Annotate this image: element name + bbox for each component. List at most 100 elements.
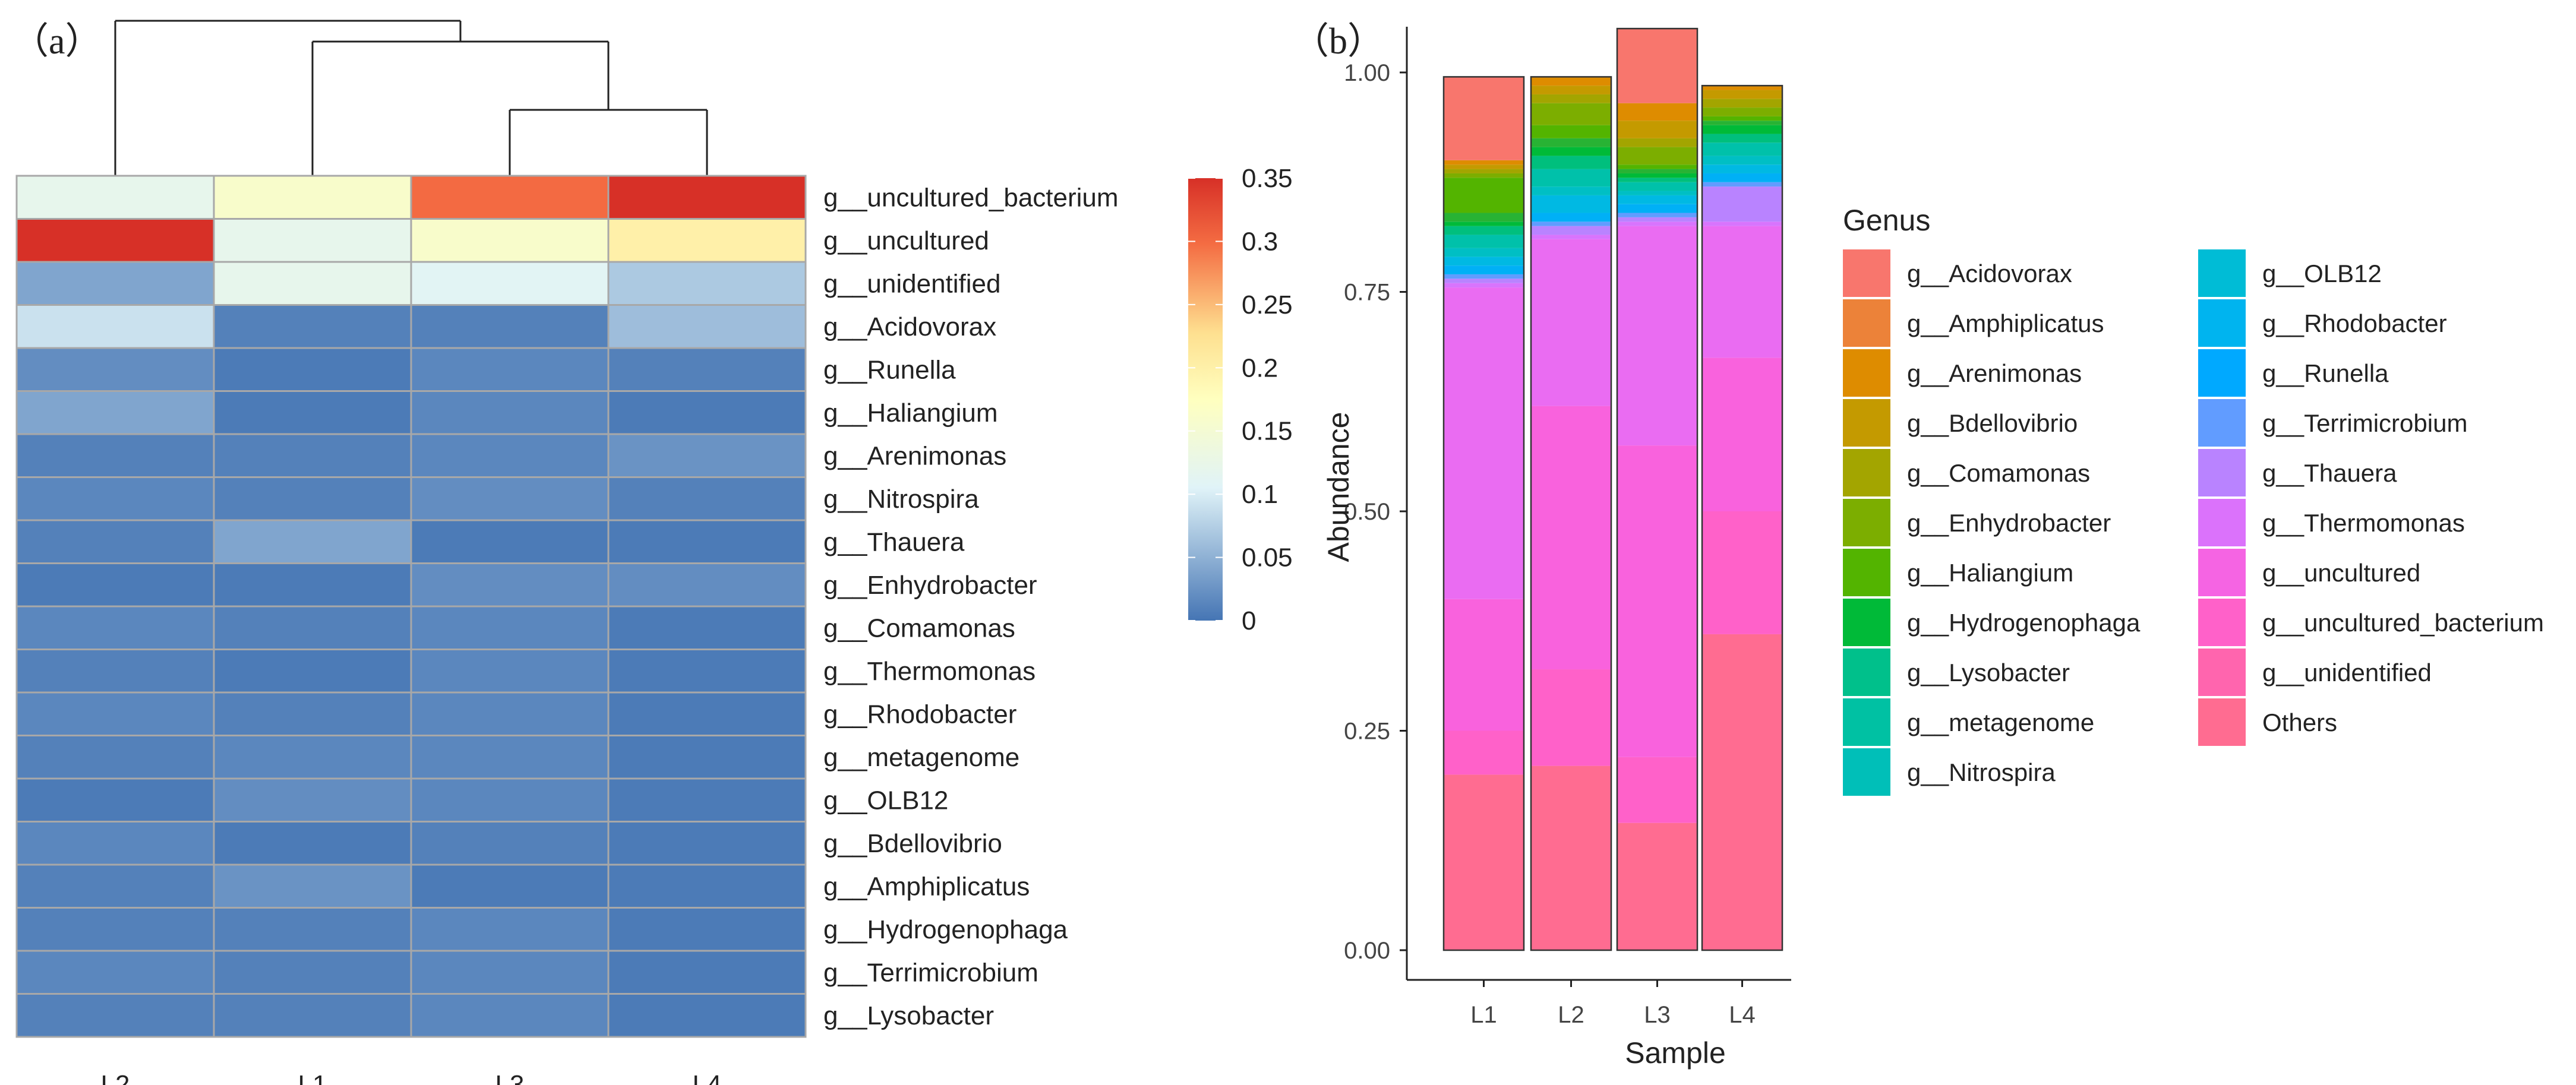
legend-key	[2198, 299, 2246, 347]
heatmap-row-label: g__OLB12	[823, 786, 948, 815]
heatmap-cell	[213, 519, 412, 564]
heatmap-cell	[410, 433, 610, 478]
legend-label: g__Terrimicrobium	[2262, 409, 2467, 437]
heatmap-cell	[213, 863, 412, 909]
heatmap-cell	[410, 476, 610, 521]
heatmap-cell	[410, 777, 610, 823]
bar-segment	[1702, 186, 1782, 222]
heatmap-cell	[213, 175, 412, 220]
bar-segment	[1531, 239, 1611, 406]
panel-b-label: （b）	[1292, 21, 1384, 62]
legend-label: g__Thermomonas	[2262, 509, 2465, 537]
y-tick-label: 0.50	[1344, 499, 1390, 525]
legend-key	[2198, 499, 2246, 546]
x-tick-label: L4	[1729, 1002, 1756, 1028]
heatmap-cell	[607, 175, 807, 220]
bar-segment	[1702, 222, 1782, 226]
bar-segment	[1702, 165, 1782, 173]
heatmap-row-label: g__Arenimonas	[823, 441, 1006, 470]
legend-label: g__Comamonas	[1907, 459, 2090, 487]
bar-segment	[1617, 195, 1697, 204]
colorbar-tick-label: 0.05	[1242, 543, 1293, 572]
bar-segment	[1444, 173, 1524, 178]
heatmap-cell	[15, 735, 215, 780]
heatmap-cell	[410, 347, 610, 392]
legend-label: g__Arenimonas	[1907, 359, 2082, 387]
panel-a-label: （a）	[12, 21, 102, 62]
bar-segment	[1702, 358, 1782, 511]
bar-segment	[1444, 178, 1524, 213]
bars	[1442, 27, 1783, 951]
heatmap-cell	[607, 777, 807, 823]
legend-label: g__Enhydrobacter	[1907, 509, 2111, 537]
legend-key	[2198, 599, 2246, 646]
heatmap-cell	[15, 304, 215, 349]
heatmap: L2 L1 L3 L4 g__uncultured_bacteriumg__uncul…	[15, 20, 1119, 1085]
bar-segment	[1444, 257, 1524, 266]
heatmap-cell	[213, 735, 412, 780]
bar-segment	[1531, 169, 1611, 187]
x-axis-ticks: L1 L2 L3 L4	[1470, 980, 1756, 1028]
bar-segment	[1617, 823, 1697, 950]
heatmap-cell	[213, 433, 412, 478]
legend-label: g__Nitrospira	[1907, 758, 2056, 786]
legend-key	[1843, 599, 1890, 646]
bar-segment	[1531, 669, 1611, 766]
heatmap-row-label: g__Lysobacter	[823, 1001, 994, 1030]
heatmap-cell	[410, 519, 610, 564]
heatmap-cell	[15, 649, 215, 694]
bar-segment	[1531, 213, 1611, 222]
bar-segment	[1444, 169, 1524, 173]
heatmap-cell	[213, 390, 412, 435]
legend-key	[2198, 698, 2246, 746]
heatmap-cell	[213, 649, 412, 694]
legend-key	[1843, 748, 1890, 796]
heatmap-cell	[15, 390, 215, 435]
legend-key	[2198, 349, 2246, 397]
heatmap-row-label: g__metagenome	[823, 743, 1019, 772]
legend-key	[1843, 449, 1890, 496]
legend-label: g__Thauera	[2262, 459, 2397, 487]
bar-segment	[1444, 265, 1524, 274]
heatmap-cell	[15, 777, 215, 823]
bar-segment	[1617, 226, 1697, 446]
colorbar-tick-label: 0	[1242, 606, 1256, 635]
bar-segment	[1702, 90, 1782, 99]
bar-segment	[1617, 445, 1697, 757]
heatmap-cell	[15, 218, 215, 263]
x-tick-label: L1	[1470, 1002, 1497, 1028]
bar-outline	[1530, 76, 1612, 951]
heatmap-row-label: g__Haliangium	[823, 398, 998, 428]
heatmap-cell	[15, 476, 215, 521]
bar-segment	[1702, 143, 1782, 156]
bar-segment	[1702, 226, 1782, 358]
heatmap-row-label: g__uncultured_bacterium	[823, 183, 1119, 212]
heatmap-cell	[410, 863, 610, 909]
legend-label: g__OLB12	[2262, 260, 2382, 287]
heatmap-row-label: g__Acidovorax	[823, 312, 996, 341]
colorbar-tick-label: 0.15	[1242, 417, 1293, 446]
colorbar-tick-label: 0.1	[1242, 480, 1278, 509]
legend-title: Genus	[1843, 204, 1930, 237]
heatmap-cell	[213, 476, 412, 521]
bar-segment	[1444, 235, 1524, 248]
heatmap-row-label: g__Nitrospira	[823, 485, 979, 514]
heatmap-cell	[607, 261, 807, 306]
bar-segment	[1702, 116, 1782, 121]
heatmap-cell	[410, 950, 610, 995]
heatmap-cell	[15, 519, 215, 564]
bar-segment	[1702, 173, 1782, 182]
x-axis-title: Sample	[1625, 1036, 1726, 1070]
heatmap-row-label: g__uncultured	[823, 226, 989, 255]
legend-key	[1843, 349, 1890, 397]
x-tick-label: L3	[1644, 1002, 1671, 1028]
legend-label: g__Lysobacter	[1907, 659, 2070, 687]
heatmap-cell	[410, 175, 610, 220]
bar-segment	[1531, 406, 1611, 670]
heatmap-column-label: L1	[298, 1070, 327, 1085]
bar-segment	[1702, 107, 1782, 116]
bar-segment	[1531, 222, 1611, 226]
legend-items: g__Acidovorax g__Amphiplicatus g__Arenimon…	[1843, 249, 2544, 796]
heatmap-cell	[607, 433, 807, 478]
bar-segment	[1617, 103, 1697, 121]
